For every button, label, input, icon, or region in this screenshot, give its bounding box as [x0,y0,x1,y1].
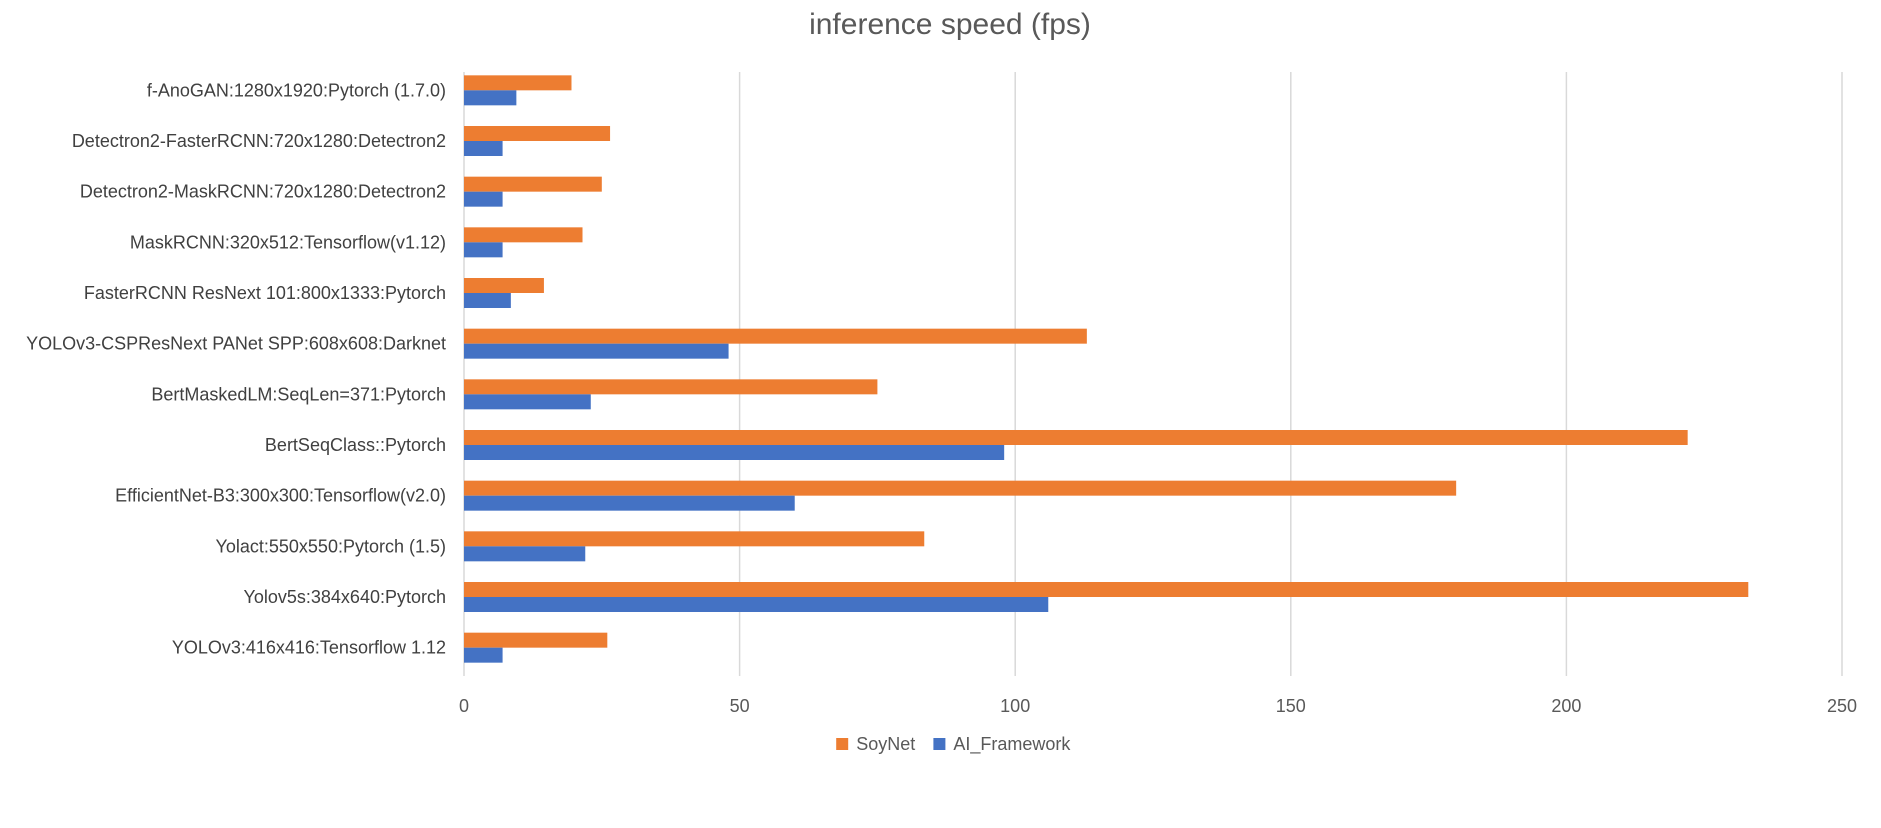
bar-soynet [464,328,1087,344]
bar-soynet [464,278,544,293]
bar-soynet [464,480,1457,496]
chart-title: inference speed (fps) [809,8,1091,41]
legend-swatch-soynet [836,738,849,750]
bar-soynet [464,227,583,243]
legend-label-soynet: SoyNet [856,734,915,754]
bar-ai-framework [464,90,517,106]
x-tick-label: 100 [1000,696,1030,716]
x-tick-label: 200 [1551,696,1581,716]
category-labels: YOLOv3:416x416:Tensorflow 1.12 Yolov5s:38… [26,80,446,657]
bar-ai-framework [464,141,503,156]
x-tick-label: 250 [1827,696,1857,716]
category-label: YOLOv3-CSPResNext PANet SPP:608x608:Dark… [26,334,446,354]
legend-swatch-ai-framework [933,738,946,750]
bar-soynet [464,379,878,395]
bar-soynet [464,75,572,91]
bar-ai-framework [464,394,591,410]
x-axis-tick-labels: 0 50 100 150 200 250 [459,696,1857,716]
category-label: f-AnoGAN:1280x1920:Pytorch (1.7.0) [147,80,446,100]
category-label: MaskRCNN:320x512:Tensorflow(v1.12) [130,232,446,252]
x-tick-label: 0 [459,696,469,716]
legend-label-ai-framework: AI_Framework [953,734,1071,755]
gridlines [463,72,1843,676]
bar-ai-framework [464,546,586,562]
bars [464,75,1749,663]
bar-ai-framework [464,647,503,663]
bar-soynet [464,126,611,141]
category-label: EfficientNet-B3:300x300:Tensorflow(v2.0) [115,486,446,506]
category-label: FasterRCNN ResNext 101:800x1333:Pytorch [84,283,446,303]
bar-ai-framework [464,191,503,207]
category-label: Yolact:550x550:Pytorch (1.5) [216,536,446,556]
x-tick-label: 50 [730,696,750,716]
category-label: Yolov5s:384x640:Pytorch [244,587,446,607]
bar-ai-framework [464,343,729,359]
bar-ai-framework [464,445,1005,460]
x-tick-label: 150 [1276,696,1306,716]
category-label: YOLOv3:416x416:Tensorflow 1.12 [172,638,446,658]
bar-ai-framework [464,242,503,258]
category-label: Detectron2-MaskRCNN:720x1280:Detectron2 [80,182,446,202]
bar-soynet [464,632,608,648]
category-label: Detectron2-FasterRCNN:720x1280:Detectron… [72,131,446,151]
bar-soynet [464,531,925,547]
legend: SoyNet AI_Framework [836,734,1071,755]
bar-soynet [464,176,602,192]
category-label: BertMaskedLM:SeqLen=371:Pytorch [151,384,446,404]
bar-ai-framework [464,293,511,308]
category-label: BertSeqClass::Pytorch [265,435,446,455]
bar-soynet [464,430,1688,445]
bar-ai-framework [464,495,795,511]
bar-ai-framework [464,597,1049,612]
bar-soynet [464,582,1749,597]
